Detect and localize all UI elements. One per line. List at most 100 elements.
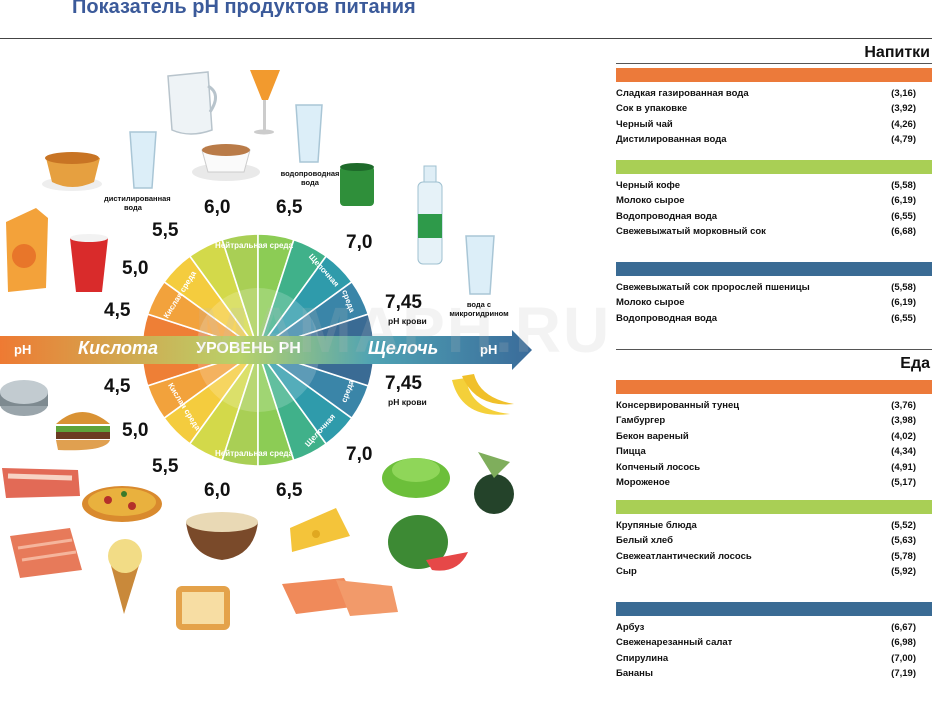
porridge-bowl-icon [186, 512, 258, 560]
distilled-water-glass-icon [129, 131, 157, 189]
food-item-name: Мороженое [616, 477, 670, 488]
food-row: Спирулина (7,00) [616, 653, 916, 668]
drinks-row: Дистилированная вода (4,79) [616, 134, 916, 149]
food-item-name: Бекон вареный [616, 430, 689, 442]
drinks-group-band-0 [616, 68, 932, 82]
watermelon-icon [388, 515, 468, 571]
blood-ph-label-top: pH крови [388, 316, 427, 326]
bananas-icon [452, 374, 514, 415]
drinks-item-ph: (6,19) [891, 195, 916, 207]
drinks-item-ph: (6,68) [891, 226, 916, 238]
food-item-ph: (4,91) [891, 461, 916, 473]
drinks-item-ph: (3,16) [891, 88, 916, 99]
ph-value-bottom-6-0: 6,0 [204, 480, 231, 501]
food-section-title: Еда [900, 355, 930, 372]
food-row: Свеженарезанный салат (6,98) [616, 637, 916, 652]
ph-value-top-6-5: 6,5 [276, 197, 303, 218]
drinks-row: Молоко сырое (6,19) [616, 195, 916, 210]
ph-value-top-6-0: 6,0 [204, 197, 231, 218]
drinks-item-name: Свежевыжатый морковный сок [616, 226, 766, 238]
drinks-divider [616, 63, 932, 64]
title-divider [0, 38, 932, 39]
drinks-item-name: Молоко сырое [616, 195, 685, 207]
ph-value-top-4-5: 4,5 [104, 300, 131, 321]
micro-water-glass-icon [465, 235, 495, 295]
food-item-ph: (5,78) [891, 550, 916, 562]
ph-value-top-5-0: 5,0 [122, 258, 149, 279]
ph-value-top-7-45: 7,45 [385, 292, 422, 313]
tap-water-label: водопроводная вода [280, 169, 340, 187]
ph-value-bottom-4-5: 4,5 [104, 376, 131, 397]
coffee-cup-icon [192, 144, 260, 181]
drinks-row: Молоко сырое (6,19) [616, 297, 916, 312]
water-bottle-icon [417, 165, 443, 265]
cheese-icon [290, 508, 350, 552]
food-item-ph: (5,52) [891, 520, 916, 531]
drinks-row: Сладкая газированная вода (3,16) [616, 88, 916, 103]
drinks-row: Черный кофе (5,58) [616, 180, 916, 195]
drinks-row: Свежевыжатый морковный сок (6,68) [616, 226, 916, 241]
food-item-ph: (7,00) [891, 652, 916, 664]
food-row: Консервированный тунец (3,76) [616, 400, 916, 415]
ph-value-bottom-7-0: 7,0 [346, 444, 373, 465]
food-row: Белый хлеб (5,63) [616, 535, 916, 550]
food-item-ph: (3,98) [891, 415, 916, 427]
food-item-ph: (5,17) [891, 477, 916, 488]
spirulina-icon [474, 452, 514, 514]
milk-jug-icon [167, 71, 217, 135]
blood-ph-label-bottom: pH крови [388, 397, 427, 407]
food-item-ph: (6,98) [891, 637, 916, 649]
drinks-item-ph: (3,92) [891, 103, 916, 115]
food-item-name: Пицца [616, 446, 646, 458]
watermark: MAMAPH.RU [195, 294, 612, 366]
drinks-item-ph: (6,19) [891, 297, 916, 309]
food-row: Крупяные блюда (5,52) [616, 520, 916, 535]
food-row: Сыр (5,92) [616, 566, 916, 581]
drinks-item-ph: (5,58) [891, 282, 916, 293]
food-row: Бекон вареный (4,02) [616, 431, 916, 446]
page-title: Показатель pH продуктов питания [72, 0, 416, 18]
atlantic-salmon-icon [282, 578, 398, 616]
food-item-ph: (4,02) [891, 430, 916, 442]
food-group-band-0 [616, 380, 932, 394]
food-item-ph: (5,92) [891, 566, 916, 578]
food-item-name: Свеженарезанный салат [616, 637, 733, 649]
lettuce-icon [382, 458, 450, 498]
drinks-group-band-2 [616, 262, 932, 276]
neutral-env-label-bottom: Нейтральная среда [215, 449, 293, 458]
neutral-env-label-top: Нейтральная среда [215, 241, 293, 250]
food-row: Копченый лосось (4,91) [616, 462, 916, 477]
drinks-row: Водопроводная вода (6,55) [616, 313, 916, 328]
food-item-name: Белый хлеб [616, 535, 673, 547]
drinks-row: Черный чай (4,26) [616, 119, 916, 134]
food-item-name: Консервированный тунец [616, 400, 740, 411]
drinks-row: Водопроводная вода (6,55) [616, 211, 916, 226]
drinks-item-name: Дистилированная вода [616, 134, 727, 146]
drinks-row: Сок в упаковке (3,92) [616, 103, 916, 118]
acid-label: Кислота [78, 338, 159, 358]
burger-icon [56, 412, 110, 451]
pizza-icon [82, 486, 162, 522]
food-item-ph: (7,19) [891, 668, 916, 680]
drinks-section-title: Напитки [864, 44, 930, 61]
food-item-ph: (6,67) [891, 622, 916, 633]
water-glass-icon [295, 104, 323, 163]
distilled-water-label: дистилированная вода [104, 194, 171, 212]
drinks-item-name: Сок в упаковке [616, 103, 688, 115]
drinks-item-name: Сладкая газированная вода [616, 88, 749, 99]
alkali-label: Щелочь [368, 338, 439, 358]
drinks-row: Свежевыжатый сок пророслей пшеницы (5,58) [616, 282, 916, 297]
drinks-item-name: Черный чай [616, 118, 673, 130]
drinks-item-ph: (6,55) [891, 312, 916, 324]
food-group-band-2 [616, 602, 932, 616]
food-item-name: Крупяные блюда [616, 520, 697, 531]
ph-value-bottom-5-0: 5,0 [122, 420, 149, 441]
drinks-item-name: Молоко сырое [616, 297, 685, 309]
drinks-item-name: Свежевыжатый сок пророслей пшеницы [616, 282, 810, 293]
center-label: УРОВЕНЬ PH [196, 340, 301, 357]
soda-cup-icon [70, 234, 108, 292]
ph-value-top-5-5: 5,5 [152, 220, 179, 241]
micro-water-label: вода с микрогидрином [449, 300, 509, 318]
ph-value-bottom-5-5: 5,5 [152, 456, 179, 477]
drinks-item-name: Водопроводная вода [616, 210, 718, 222]
